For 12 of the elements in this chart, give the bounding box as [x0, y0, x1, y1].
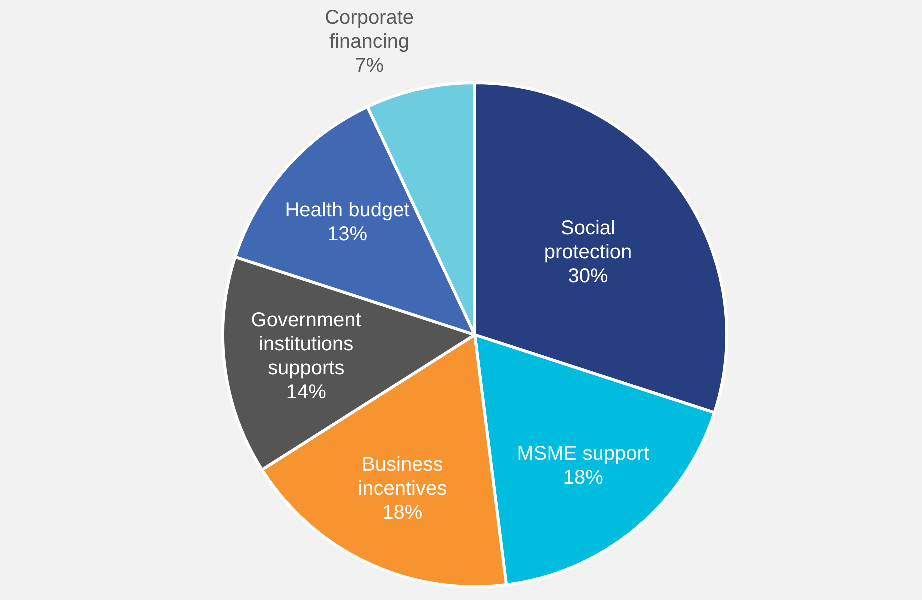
data-label: 14% — [286, 381, 327, 404]
data-label: 18% — [563, 466, 604, 489]
data-label: 7% — [355, 55, 384, 78]
slice-label: Social protection — [544, 218, 632, 264]
data-label: 30% — [568, 266, 608, 288]
slice-label: Corporate financing — [325, 7, 414, 54]
data-label: 13% — [327, 224, 368, 246]
slice-label: Business incentives — [358, 454, 448, 500]
slice-label: Health budget — [285, 200, 410, 222]
slice-label: Government institutions supports — [251, 309, 362, 380]
data-label: 18% — [382, 502, 423, 524]
slice-label: MSME support — [517, 442, 650, 465]
